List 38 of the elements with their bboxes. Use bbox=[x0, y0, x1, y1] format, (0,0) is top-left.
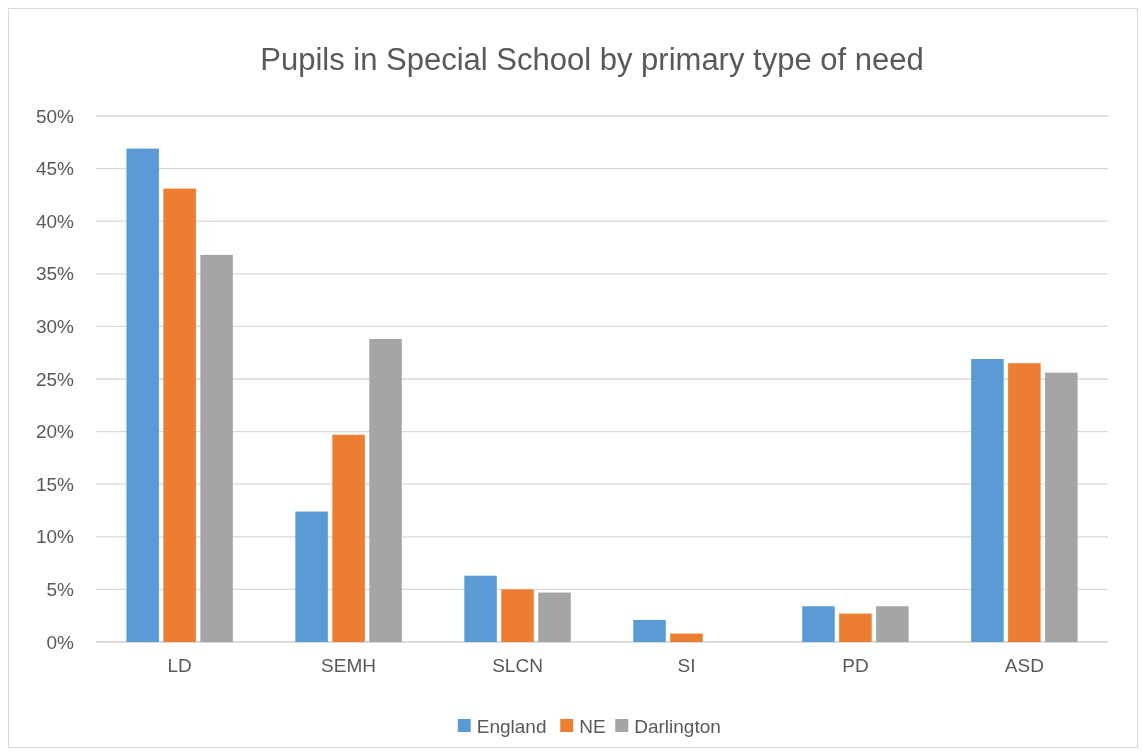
y-tick-label: 25% bbox=[35, 368, 75, 390]
bar bbox=[971, 359, 1004, 642]
legend-label: England bbox=[476, 715, 547, 737]
y-tick-label: 30% bbox=[35, 316, 75, 338]
bar bbox=[501, 589, 534, 642]
bar bbox=[839, 613, 872, 642]
x-tick-label: SLCN bbox=[492, 655, 543, 676]
y-tick-label: 20% bbox=[35, 421, 75, 443]
y-tick-label: 10% bbox=[35, 526, 75, 548]
x-tick-label: LD bbox=[167, 655, 192, 676]
y-tick-label: 40% bbox=[35, 210, 75, 232]
chart-title: Pupils in Special School by primary type of need bbox=[260, 42, 924, 77]
y-tick-label: 5% bbox=[46, 579, 75, 601]
y-tick-label: 15% bbox=[35, 473, 75, 495]
bar bbox=[126, 148, 159, 642]
y-tick-label: 50% bbox=[35, 105, 75, 127]
x-tick-label: SI bbox=[677, 655, 696, 676]
bar bbox=[369, 339, 402, 642]
y-tick-label: 45% bbox=[35, 158, 75, 180]
legend-label: NE bbox=[579, 715, 606, 737]
x-tick-label: PD bbox=[842, 655, 869, 676]
bar bbox=[802, 606, 835, 642]
bar bbox=[295, 511, 328, 642]
bar bbox=[670, 633, 703, 642]
x-tick-label: SEMH bbox=[321, 655, 377, 676]
bar bbox=[1008, 363, 1041, 642]
legend-label: Darlington bbox=[634, 715, 721, 737]
bar bbox=[633, 619, 666, 642]
bar bbox=[538, 592, 571, 642]
x-tick-label: ASD bbox=[1004, 655, 1044, 676]
bar bbox=[200, 254, 233, 642]
y-tick-label: 35% bbox=[35, 263, 75, 285]
y-tick-label: 0% bbox=[46, 631, 75, 653]
bar bbox=[876, 606, 909, 642]
bar bbox=[464, 575, 497, 642]
bar bbox=[332, 434, 365, 642]
bar bbox=[1045, 372, 1078, 642]
bar bbox=[163, 188, 196, 642]
